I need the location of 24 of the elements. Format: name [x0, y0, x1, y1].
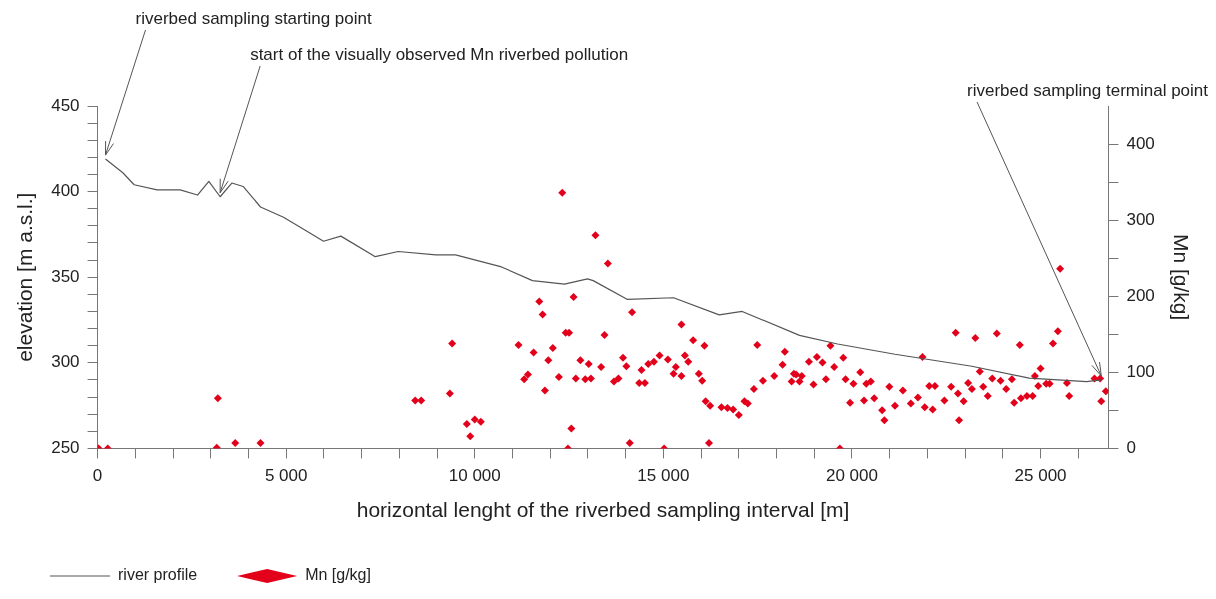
y2-tick-label: 100 [1126, 362, 1155, 381]
x-tick-label: 20 000 [825, 466, 878, 486]
annotation: riverbed sampling terminal point [967, 81, 1209, 100]
y-tick-label: 450 [51, 95, 80, 115]
y-tick-label: 400 [51, 181, 80, 201]
x-tick-label: 25 000 [1014, 466, 1067, 486]
y-tick-label: 300 [51, 352, 80, 372]
annotation: riverbed sampling starting point [135, 9, 372, 28]
x-tick-label: 5 000 [264, 466, 308, 486]
y-tick-label: 250 [51, 438, 80, 458]
y2-tick-label: 400 [1126, 133, 1155, 153]
x-tick-label: 0 [92, 466, 103, 486]
legend-label: Mn [g/kg] [305, 566, 371, 584]
y-axis-title: elevation [m a.s.l.] [13, 192, 37, 362]
annotation: start of the visually observed Mn riverbed pollution [250, 45, 629, 64]
x-tick-label: 15 000 [637, 466, 690, 486]
y2-tick-label: 200 [1126, 285, 1155, 305]
y2-axis-title: Mn [g/kg] [1169, 234, 1193, 321]
legend-label: river profile [118, 566, 198, 584]
x-tick-label: 10 000 [448, 466, 501, 486]
y2-tick-label: 0 [1126, 438, 1136, 458]
x-axis-title: horizontal lenght of the riverbed sampling interval [m] [356, 498, 850, 522]
y-tick-label: 350 [51, 266, 80, 286]
y2-tick-label: 300 [1126, 209, 1155, 229]
